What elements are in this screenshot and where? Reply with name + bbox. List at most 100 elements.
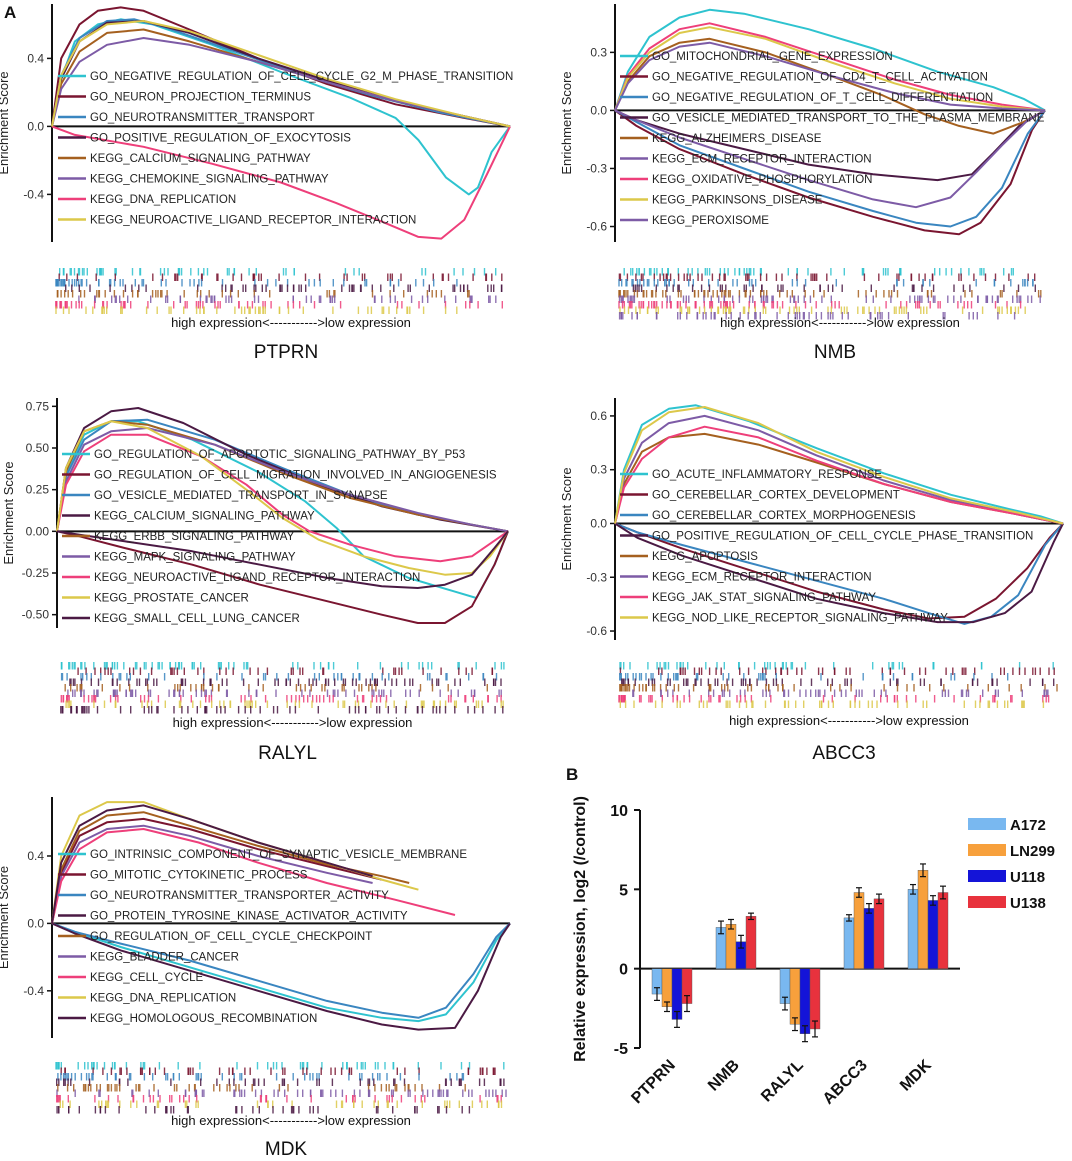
legend-label: KEGG_ECM_RECEPTOR_INTERACTION [652, 572, 872, 584]
y-tick-label: -0.3 [586, 570, 607, 584]
y-tick-label: 0.3 [590, 463, 607, 477]
rank-axis-label: high expression<----------->low expressi… [720, 315, 960, 330]
legend-label: KEGG_NEUROACTIVE_LIGAND_RECEPTOR_INTERAC… [94, 572, 420, 584]
es-curve-go-mitotic-cytokinetic-process [51, 817, 383, 924]
legend-label: KEGG_MAPK_SIGNALING_PATHWAY [94, 552, 296, 564]
y-tick-label: 0.4 [27, 51, 44, 65]
gene-name: MDK [265, 1139, 308, 1160]
legend-label: KEGG_CALCIUM_SIGNALING_PATHWAY [94, 511, 315, 523]
rank-axis-label: high expression<----------->low expressi… [173, 715, 413, 730]
hit-barcode [618, 662, 1058, 708]
es-curve-kegg-neuroactive-ligand-receptor-interaction [56, 433, 509, 563]
x-tick-label: RALYL [758, 1057, 807, 1106]
es-curve-kegg-dna-replication [51, 125, 511, 240]
x-tick-label: ABCC3 [820, 1057, 871, 1108]
legend-label: GO_CEREBELLAR_CORTEX_MORPHOGENESIS [652, 510, 916, 522]
legend-label: KEGG_CALCIUM_SIGNALING_PATHWAY [90, 153, 311, 165]
es-curve-kegg-prostate-cancer [56, 420, 509, 576]
es-curve-go-cerebellar-cortex-development [614, 522, 1064, 620]
bar-ralyl-u138 [809, 968, 821, 1030]
legend-label: GO_POSITIVE_REGULATION_OF_CELL_CYCLE_PHA… [652, 531, 1033, 543]
y-tick-label: 0.0 [590, 103, 607, 117]
es-curve-kegg-parkinsons-disease [614, 26, 1046, 112]
x-tick-label: PTPRN [628, 1057, 678, 1107]
es-curve-go-regulation-of-cell-migration-involved-in-angiogenesis [56, 530, 509, 624]
legend-swatch [968, 896, 1006, 908]
y-tick-label: 0.3 [590, 45, 607, 59]
es-curve-kegg-ecm-receptor-interaction [614, 414, 1064, 525]
y-tick-label: -0.6 [586, 624, 607, 638]
rank-axis-label: high expression<----------->low expressi… [171, 315, 411, 330]
legend-swatch [968, 818, 1006, 830]
legend-label: KEGG_SMALL_CELL_LUNG_CANCER [94, 613, 300, 625]
es-curve-kegg-bladder-cancer [51, 824, 373, 924]
hit-barcode [60, 662, 505, 714]
legend-label: KEGG_PROSTATE_CANCER [94, 593, 249, 605]
legend-label: GO_NEGATIVE_REGULATION_OF_CELL_CYCLE_G2_… [90, 71, 513, 83]
legend-label: GO_NEUROTRANSMITTER_TRANSPORTER_ACTIVITY [90, 890, 389, 902]
bar-mdk-a172 [907, 889, 919, 969]
legend-label: GO_CEREBELLAR_CORTEX_DEVELOPMENT [652, 490, 900, 502]
bar-ptprn-ln299 [661, 968, 673, 1007]
gsea-panel-ralyl: 0.75 0.50 0.25 0.00 -0.25 -0.50 Enrichment Sco… [1, 398, 509, 764]
bar-nmb-u138 [745, 916, 757, 969]
es-curve-kegg-mapk-signaling-pathway [56, 427, 509, 533]
bar-ralyl-u118 [799, 968, 811, 1034]
y-tick-label: -0.4 [23, 984, 44, 998]
gsea-panel-nmb: 0.3 0.0 -0.3 -0.6 Enrichment Score GO_MITOCHO… [559, 4, 1046, 363]
es-curve-go-neuron-projection-terminus [51, 6, 511, 128]
y-axis-title: Relative expression, log2 (/control) [572, 796, 589, 1062]
y-tick-label: 0 [619, 962, 628, 979]
hit-barcode [55, 268, 503, 314]
es-curve-kegg-cell-cycle [51, 828, 456, 924]
bar-abcc3-u138 [873, 898, 885, 969]
legend-label: KEGG_ECM_RECEPTOR_INTERACTION [652, 154, 872, 166]
rank-axis-label: high expression<----------->low expressi… [729, 713, 969, 728]
y-tick-label: -0.3 [586, 161, 607, 175]
legend-label: GO_NEGATIVE_REGULATION_OF_CD4_T_CELL_ACT… [652, 72, 988, 84]
bar-ralyl-ln299 [789, 968, 801, 1025]
legend-label: KEGG_DNA_REPLICATION [90, 993, 236, 1005]
legend-label: KEGG_PARKINSONS_DISEASE [652, 195, 823, 207]
bar-mdk-ln299 [917, 870, 929, 969]
es-curve-kegg-oxidative-phosphorylation [614, 22, 1046, 112]
es-curve-go-cerebellar-cortex-morphogenesis [614, 522, 1064, 625]
legend-label: KEGG_NOD_LIKE_RECEPTOR_SIGNALING_PATHWAY [652, 613, 948, 625]
y-tick-label: 0.0 [27, 916, 44, 930]
y-tick-label: -0.25 [22, 566, 50, 580]
legend-label: KEGG_APOPTOSIS [652, 551, 758, 563]
legend-label: GO_REGULATION_OF_CELL_MIGRATION_INVOLVED… [94, 470, 497, 482]
legend-label: GO_REGULATION_OF_CELL_CYCLE_CHECKPOINT [90, 931, 372, 943]
gsea-panel-abcc3: 0.6 0.3 0.0 -0.3 -0.6 Enrichment Score GO_ACUT… [559, 398, 1064, 764]
es-curve-kegg-neuroactive-ligand-receptor-interaction [51, 20, 511, 128]
bar-nmb-ln299 [725, 924, 737, 969]
legend-label: LN299 [1010, 843, 1055, 860]
x-tick-label: NMB [705, 1057, 743, 1095]
legend-label: KEGG_ALZHEIMERS_DISEASE [652, 133, 822, 145]
es-curve-go-protein-tyrosine-kinase-activator-activity [51, 922, 511, 1031]
es-curve-kegg-homologous-recombination [51, 804, 373, 924]
y-tick-label: 0.0 [590, 516, 607, 530]
gene-name: PTPRN [254, 342, 318, 363]
legend-label: KEGG_BLADDER_CANCER [90, 952, 239, 964]
legend-label: GO_POSITIVE_REGULATION_OF_EXOCYTOSIS [90, 133, 351, 145]
y-tick-label: 10 [610, 803, 628, 820]
legend-label: A172 [1010, 817, 1046, 834]
bar-abcc3-ln299 [853, 892, 865, 969]
gsea-panel-ptprn: 0.4 0.0 -0.4 Enrichment Score GO_NEGATIVE_RE… [0, 4, 513, 363]
y-tick-label: 0.4 [27, 849, 44, 863]
es-curve-go-positive-regulation-of-cell-cycle-phase-transition [614, 522, 1064, 624]
hit-barcode [55, 1062, 507, 1114]
es-curve-kegg-peroxisome [614, 41, 1046, 112]
legend-label: KEGG_HOMOLOGOUS_RECOMBINATION [90, 1013, 317, 1025]
es-curve-kegg-chemokine-signaling-pathway [51, 37, 511, 128]
y-axis-title: Enrichment Score [1, 461, 16, 564]
bar-abcc3-u118 [863, 908, 875, 969]
bar-mdk-u118 [927, 900, 939, 969]
y-tick-label: 0.75 [26, 399, 50, 413]
legend-label: KEGG_CHEMOKINE_SIGNALING_PATHWAY [90, 174, 329, 186]
legend-label: GO_VESICLE_MEDIATED_TRANSPORT_IN_SYNAPSE [94, 490, 388, 502]
y-tick-label: 5 [619, 882, 628, 899]
es-curve-go-intrinsic-component-of-synaptic-vesicle-membrane [51, 922, 511, 1023]
